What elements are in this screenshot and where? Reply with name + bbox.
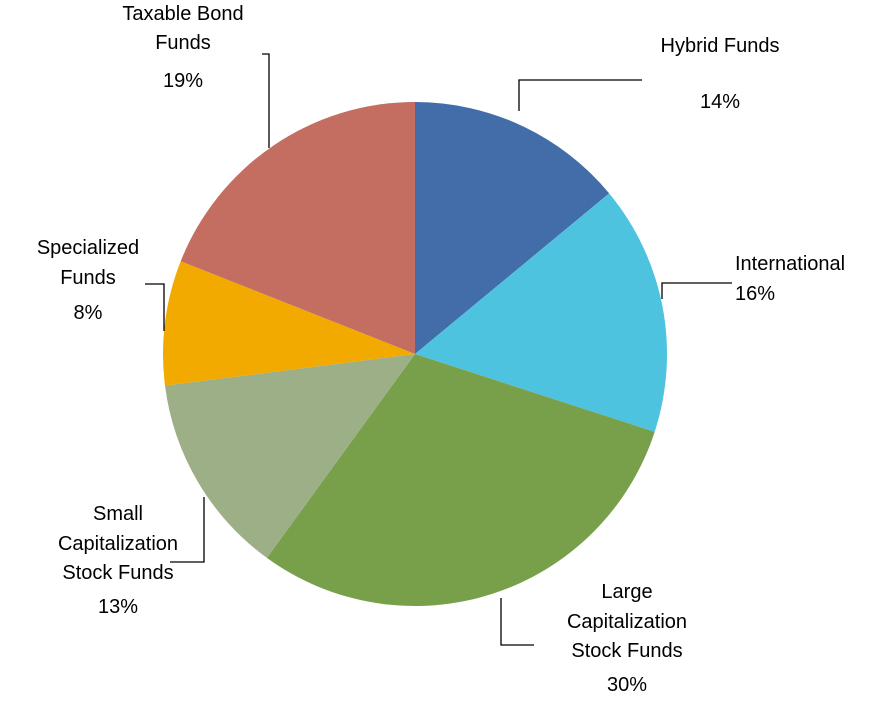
pie-slice-small-capitalization-stock-funds (164, 354, 415, 558)
value-label-taxable-bond-funds: 19% (163, 70, 203, 92)
value-label-hybrid-funds: 14% (700, 91, 740, 113)
category-label-hybrid-funds: Hybrid Funds (661, 35, 780, 57)
pie-slice-specialized-funds (163, 261, 415, 386)
leader-line-large-capitalization-stock-funds (500, 598, 534, 646)
category-label-large-capitalization-stock-funds: Large (601, 581, 652, 603)
category-label-large-capitalization-stock-funds: Capitalization (567, 611, 687, 633)
category-label-specialized-funds: Specialized (37, 237, 139, 259)
slices-layer (163, 102, 667, 606)
leader-lines-layer (145, 53, 732, 646)
labels-layer: Hybrid Funds 14% International 16% Large Capi… (37, 3, 845, 696)
leader-line-international (661, 282, 732, 299)
leader-line-taxable-bond-funds (262, 53, 270, 148)
leader-line-small-capitalization-stock-funds (170, 497, 205, 563)
pie-slice-hybrid-funds (415, 102, 610, 354)
category-label-international: International (735, 253, 845, 275)
value-label-small-capitalization-stock-funds: 13% (98, 596, 138, 618)
pie-slice-large-capitalization-stock-funds (266, 354, 655, 606)
pie-slice-international (415, 193, 667, 432)
value-label-specialized-funds: 8% (74, 302, 103, 324)
leader-line-hybrid-funds (518, 79, 642, 111)
category-label-small-capitalization-stock-funds: Capitalization (58, 533, 178, 555)
value-label-international: 16% (735, 283, 775, 305)
leader-line-specialized-funds (145, 283, 165, 331)
category-label-small-capitalization-stock-funds: Stock Funds (62, 562, 173, 584)
category-label-taxable-bond-funds: Taxable Bond (122, 3, 243, 25)
value-label-large-capitalization-stock-funds: 30% (607, 674, 647, 696)
category-label-small-capitalization-stock-funds: Small (93, 503, 143, 525)
category-label-large-capitalization-stock-funds: Stock Funds (571, 640, 682, 662)
category-label-specialized-funds: Funds (60, 267, 116, 289)
pie-slice-taxable-bond-funds (180, 102, 415, 354)
category-label-taxable-bond-funds: Funds (155, 32, 211, 54)
